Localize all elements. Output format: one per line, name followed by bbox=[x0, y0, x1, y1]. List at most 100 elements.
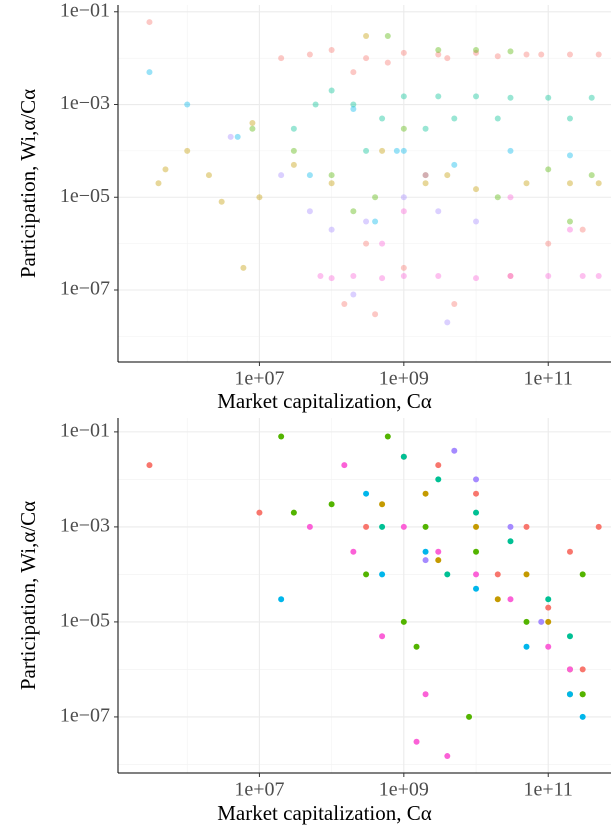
point bbox=[146, 19, 153, 26]
point bbox=[413, 643, 420, 650]
point bbox=[306, 172, 313, 179]
point bbox=[400, 618, 407, 625]
point bbox=[473, 509, 480, 516]
point bbox=[588, 172, 595, 179]
point bbox=[184, 147, 191, 154]
point bbox=[507, 194, 514, 201]
point bbox=[579, 713, 586, 720]
point bbox=[451, 161, 458, 168]
point bbox=[444, 753, 451, 760]
point bbox=[278, 433, 285, 440]
panel: 1e+07 1e+09 1e+11 1e−01 1e−03 1e−05 1e−07 Marke… bbox=[16, 418, 611, 825]
point bbox=[317, 273, 324, 280]
point bbox=[595, 180, 602, 187]
point bbox=[400, 273, 407, 280]
y-tick-label: 1e−03 bbox=[60, 92, 110, 114]
point bbox=[444, 319, 451, 326]
point bbox=[451, 447, 458, 454]
point bbox=[278, 55, 285, 62]
point bbox=[422, 548, 429, 555]
point bbox=[350, 101, 357, 108]
point bbox=[579, 226, 586, 233]
point bbox=[545, 166, 552, 173]
point bbox=[306, 523, 313, 530]
point bbox=[350, 273, 357, 280]
point bbox=[444, 172, 451, 179]
point bbox=[545, 643, 552, 650]
point bbox=[466, 713, 473, 720]
point bbox=[507, 273, 514, 280]
point bbox=[494, 53, 501, 60]
point bbox=[413, 738, 420, 745]
point bbox=[290, 125, 297, 132]
point bbox=[400, 523, 407, 530]
point bbox=[227, 133, 234, 140]
point bbox=[278, 172, 285, 179]
point bbox=[545, 604, 552, 611]
point bbox=[379, 240, 386, 247]
point bbox=[328, 180, 335, 187]
point bbox=[379, 147, 386, 154]
y-tick-label: 1e−07 bbox=[60, 705, 110, 727]
point bbox=[473, 49, 480, 56]
point bbox=[393, 147, 400, 154]
point bbox=[363, 218, 370, 225]
y-axis-title: Participation, Wi,α/Cα bbox=[16, 501, 40, 690]
point bbox=[435, 51, 442, 58]
x-tick-label: 1e+07 bbox=[234, 779, 284, 801]
point bbox=[595, 523, 602, 530]
point bbox=[566, 180, 573, 187]
point bbox=[545, 618, 552, 625]
point bbox=[290, 509, 297, 516]
point bbox=[422, 557, 429, 564]
point bbox=[146, 462, 153, 469]
point bbox=[523, 618, 530, 625]
point bbox=[400, 453, 407, 460]
point bbox=[384, 433, 391, 440]
point bbox=[473, 490, 480, 497]
point bbox=[566, 226, 573, 233]
point bbox=[341, 300, 348, 307]
y-axis-title: Participation, Wi,α/Cα bbox=[16, 89, 40, 278]
point bbox=[400, 125, 407, 132]
y-tick-label: 1e−05 bbox=[60, 185, 110, 207]
point bbox=[435, 462, 442, 469]
point bbox=[451, 300, 458, 307]
point bbox=[579, 666, 586, 673]
y-tick-label: 1e−01 bbox=[60, 0, 110, 21]
point bbox=[595, 273, 602, 280]
y-tick-label: 1e−01 bbox=[60, 419, 110, 441]
point bbox=[451, 115, 458, 122]
point bbox=[379, 523, 386, 530]
point bbox=[306, 51, 313, 58]
point bbox=[400, 264, 407, 271]
point bbox=[256, 509, 263, 516]
point bbox=[240, 264, 247, 271]
point bbox=[435, 548, 442, 555]
point bbox=[507, 48, 514, 55]
point bbox=[435, 557, 442, 564]
point bbox=[473, 186, 480, 193]
point bbox=[146, 69, 153, 76]
point bbox=[507, 523, 514, 530]
point bbox=[290, 161, 297, 168]
point bbox=[566, 633, 573, 640]
point bbox=[473, 218, 480, 225]
point bbox=[566, 152, 573, 159]
point bbox=[579, 273, 586, 280]
x-axis-title: Market capitalization, Cα bbox=[217, 801, 432, 825]
point bbox=[184, 101, 191, 108]
point bbox=[507, 147, 514, 154]
point bbox=[328, 87, 335, 94]
point bbox=[290, 147, 297, 154]
point bbox=[384, 59, 391, 66]
point bbox=[435, 273, 442, 280]
point bbox=[435, 46, 442, 53]
point bbox=[579, 571, 586, 578]
point bbox=[256, 194, 263, 201]
point bbox=[545, 94, 552, 101]
points bbox=[146, 433, 602, 760]
x-tick-label: 1e+07 bbox=[234, 368, 284, 390]
point bbox=[595, 51, 602, 58]
